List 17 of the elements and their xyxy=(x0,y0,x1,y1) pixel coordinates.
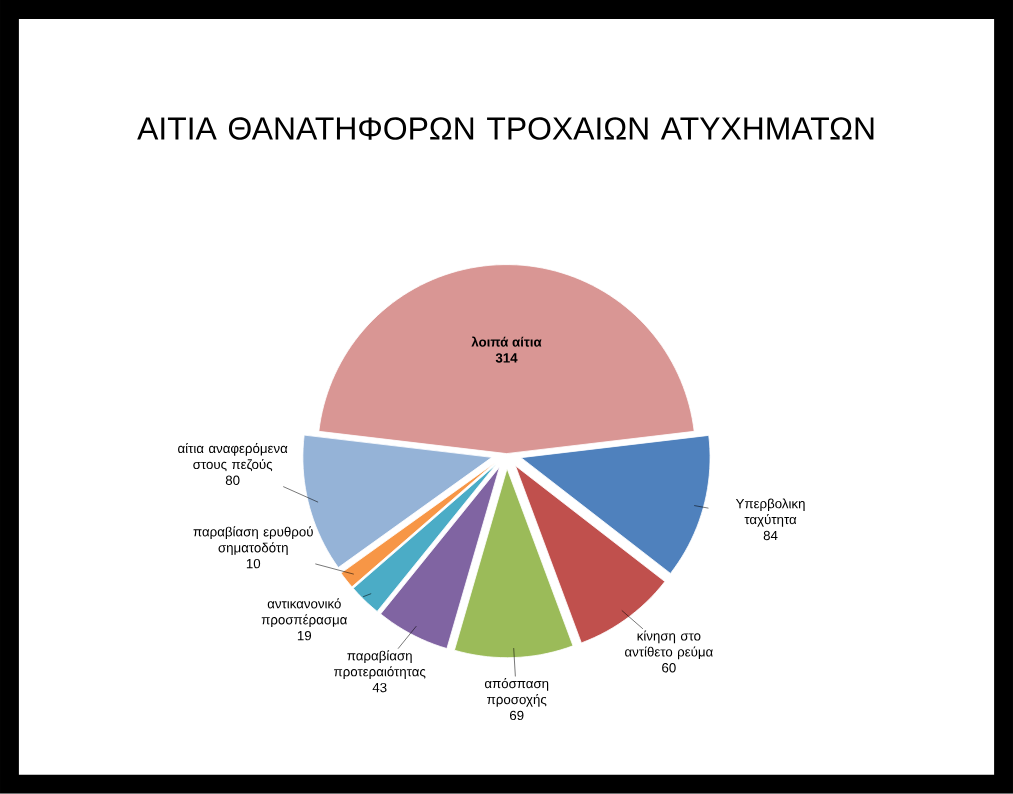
slice-label: κίνηση στο αντίθετο ρεύμα xyxy=(625,630,713,660)
data-label: 314 xyxy=(495,353,518,363)
slice-label: απόσπαση προσοχής xyxy=(484,678,549,707)
slice-label: αίτια αναφερόμενα στους πεζούς xyxy=(178,443,288,472)
data-label: 43 xyxy=(372,683,387,693)
data-label: 10 xyxy=(246,559,261,569)
slice-label: Υπερβολικη ταχύτητα xyxy=(735,498,805,527)
data-label: 84 xyxy=(763,530,778,541)
slice-label: παραβίαση προτεραιότητας xyxy=(334,650,426,680)
slice-label: αντικανονικό προσπέρασμα xyxy=(261,598,347,628)
chart-title: ΑΙΤΙΑ ΘΑΝΑΤΗΦΟΡΩΝ ΤΡΟΧΑΙΩΝ ΑΤΥΧΗΜΑΤΩΝ xyxy=(137,117,874,140)
data-label: 60 xyxy=(662,663,676,673)
data-label: 69 xyxy=(509,710,524,721)
slice-label: λοιπά αίτια xyxy=(471,336,542,347)
slice-label: παραβίαση ερυθρού σηματοδότη xyxy=(193,526,313,556)
data-label: 19 xyxy=(297,631,312,641)
data-label: 80 xyxy=(225,475,240,486)
